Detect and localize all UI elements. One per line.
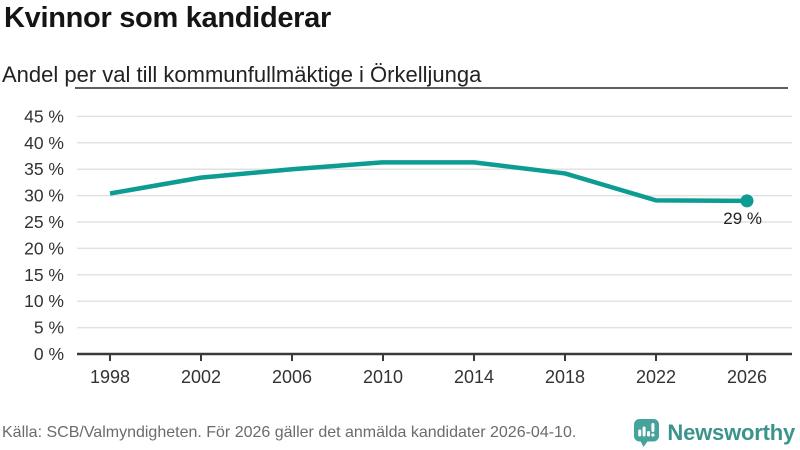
y-axis-tick-label: 5 % xyxy=(34,318,64,338)
y-axis-tick-label: 40 % xyxy=(24,133,64,153)
footer: Källa: SCB/Valmyndigheten. För 2026 gäll… xyxy=(0,416,800,450)
page-subtitle: Andel per val till kommunfullmäktige i Ö… xyxy=(2,62,482,87)
y-axis-tick-label: 20 % xyxy=(24,238,64,258)
x-axis-tick-label: 2010 xyxy=(363,367,403,387)
x-axis-tick-label: 2014 xyxy=(454,367,494,387)
brand-name: Newsworthy xyxy=(667,420,795,445)
x-axis-tick-label: 2002 xyxy=(181,367,221,387)
y-axis-tick-label: 30 % xyxy=(24,186,64,206)
y-axis-tick-label: 35 % xyxy=(24,159,64,179)
y-axis-tick-label: 15 % xyxy=(24,265,64,285)
header-divider xyxy=(75,87,788,89)
y-axis-tick-label: 10 % xyxy=(24,291,64,311)
newsworthy-logo-icon xyxy=(634,419,660,447)
data-line xyxy=(109,160,748,204)
newsworthy-brand-link[interactable]: Newsworthy xyxy=(633,418,795,448)
source-text: Källa: SCB/Valmyndigheten. För 2026 gäll… xyxy=(2,424,577,441)
x-axis-tick-label: 2026 xyxy=(727,367,767,387)
y-axis-tick-label: 0 % xyxy=(34,344,64,364)
y-axis-tick-label: 45 % xyxy=(24,106,64,126)
x-axis-tick-label: 2022 xyxy=(636,367,676,387)
x-axis-tick-label: 1998 xyxy=(90,367,130,387)
y-axis-tick-label: 25 % xyxy=(24,212,64,232)
end-point-marker xyxy=(740,194,754,208)
page-title: Kvinnor som kandiderar xyxy=(4,2,331,34)
end-point-label: 29 % xyxy=(723,209,762,228)
x-axis-tick-label: 2006 xyxy=(272,367,312,387)
x-axis-tick-label: 2018 xyxy=(545,367,585,387)
